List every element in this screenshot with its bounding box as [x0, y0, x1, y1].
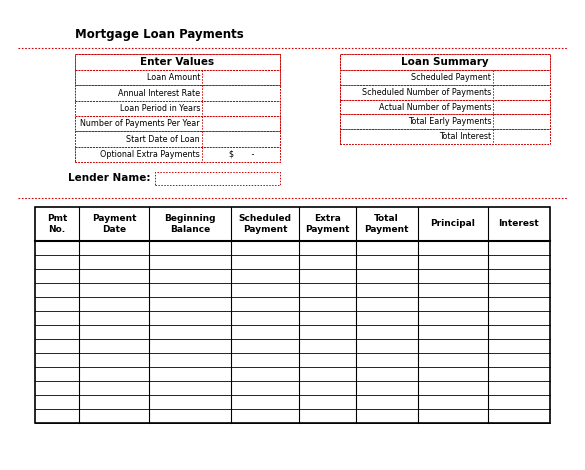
Text: Scheduled Number of Payments: Scheduled Number of Payments [362, 88, 491, 97]
Text: Total Early Payments: Total Early Payments [408, 118, 491, 126]
Text: Loan Period in Years: Loan Period in Years [119, 104, 200, 113]
Text: Scheduled Payment: Scheduled Payment [411, 73, 491, 82]
Text: Payment
Date: Payment Date [92, 214, 136, 234]
Text: Lender Name:: Lender Name: [68, 173, 150, 183]
Text: Pmt
No.: Pmt No. [47, 214, 67, 234]
Text: Loan Summary: Loan Summary [401, 57, 489, 67]
Text: Annual Interest Rate: Annual Interest Rate [118, 88, 200, 97]
Text: Start Date of Loan: Start Date of Loan [126, 134, 200, 143]
Text: Mortgage Loan Payments: Mortgage Loan Payments [75, 28, 244, 41]
Text: Total
Payment: Total Payment [364, 214, 409, 234]
Text: $       -: $ - [229, 150, 254, 159]
Bar [35, 207, 550, 423]
Text: Principal: Principal [431, 219, 475, 228]
Text: Actual Number of Payments: Actual Number of Payments [379, 102, 491, 111]
Text: Total Interest: Total Interest [439, 132, 491, 141]
Text: Beginning
Balance: Beginning Balance [164, 214, 215, 234]
Text: Optional Extra Payments: Optional Extra Payments [101, 150, 200, 159]
Text: Loan Amount: Loan Amount [147, 73, 200, 82]
Text: Extra
Payment: Extra Payment [305, 214, 350, 234]
Text: Enter Values: Enter Values [140, 57, 215, 67]
Text: Number of Payments Per Year: Number of Payments Per Year [81, 119, 200, 128]
Text: Interest: Interest [498, 219, 539, 228]
Text: Scheduled
Payment: Scheduled Payment [239, 214, 291, 234]
